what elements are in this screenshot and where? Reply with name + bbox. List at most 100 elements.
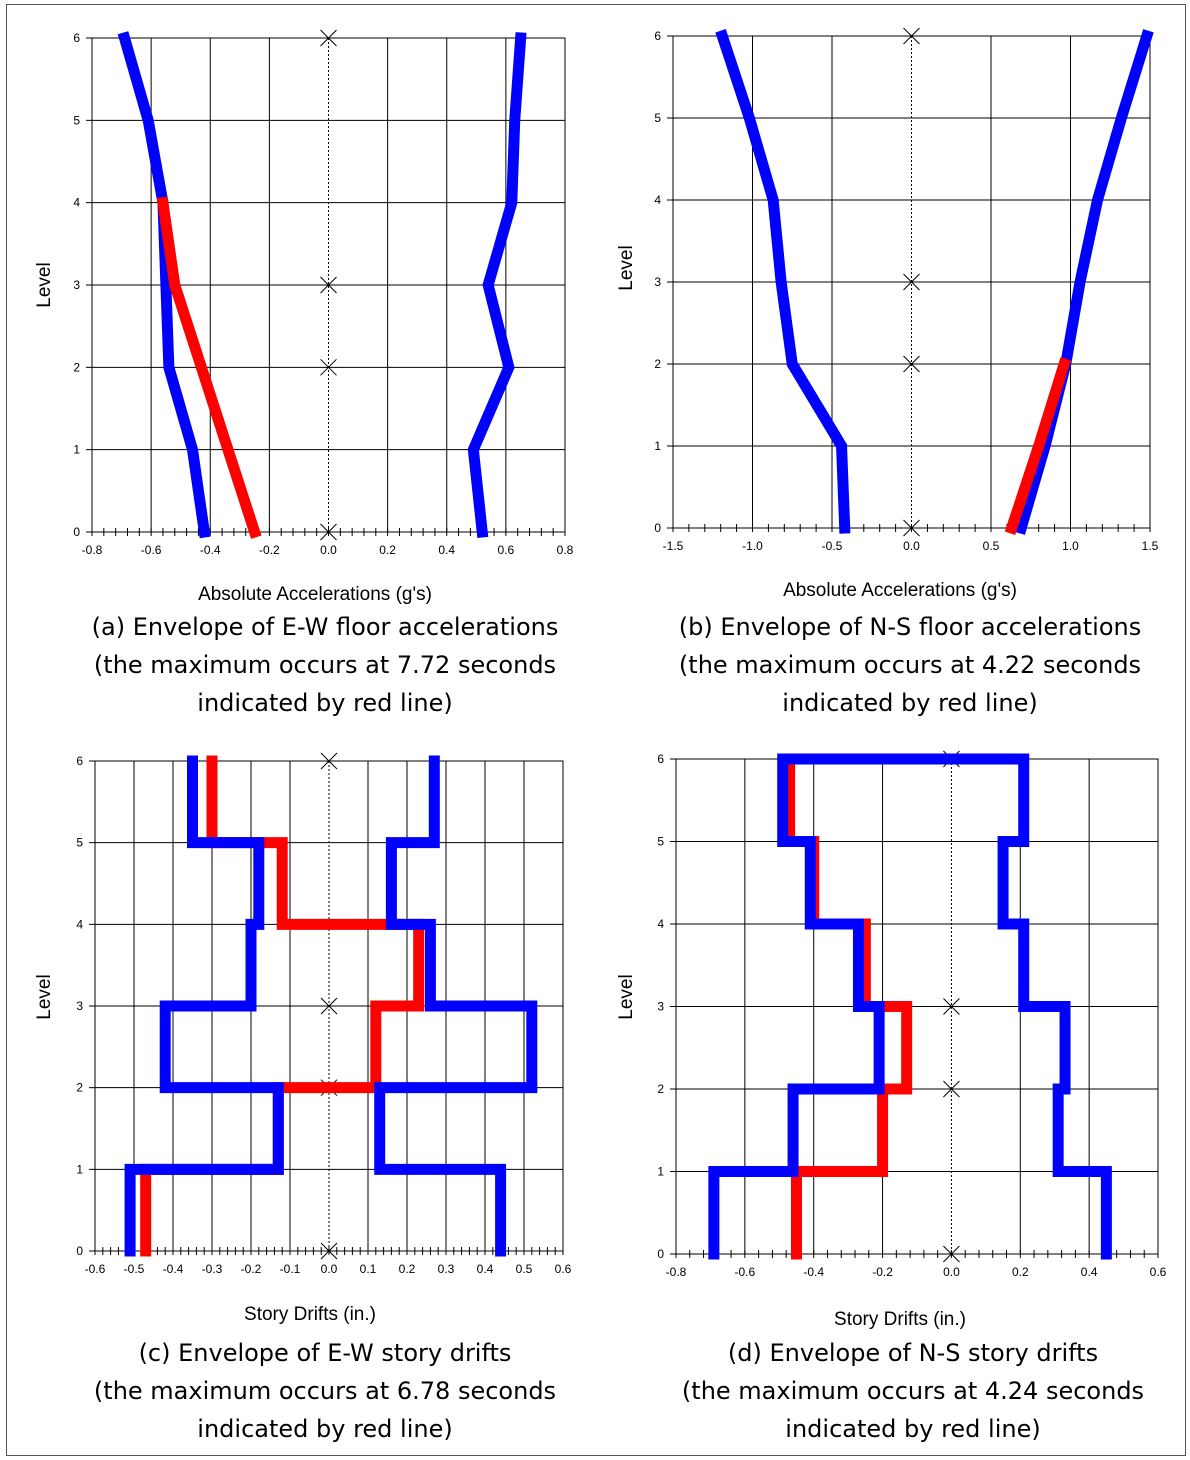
chart-a-xtick-label: -0.2 xyxy=(259,543,280,557)
chart-a-xtick-label: 0.8 xyxy=(557,543,574,557)
chart-a-xtick-label: -0.8 xyxy=(82,543,103,557)
caption-d: (d) Envelope of N-S story drifts (the ma… xyxy=(633,1334,1190,1448)
chart-c-xtick-label: -0.4 xyxy=(163,1262,184,1276)
chart-d-xtick-label: 0.6 xyxy=(1150,1265,1167,1279)
chart-d-ytick-label: 4 xyxy=(657,917,664,931)
chart-d-marker xyxy=(943,1080,960,1098)
chart-a-max-line xyxy=(156,196,262,539)
chart-a-envelope-line xyxy=(467,32,527,539)
chart-d-xtick-label: -0.8 xyxy=(666,1265,687,1279)
chart-a-envelope-line xyxy=(117,31,211,539)
caption-b-line-2: (the maximum occurs at 4.22 seconds xyxy=(678,651,1142,679)
chart-a-ytick-label: 1 xyxy=(73,443,80,457)
chart-c-xlabel: Story Drifts (in.) xyxy=(244,1304,376,1325)
chart-c-ytick-label: 3 xyxy=(76,999,83,1013)
chart-c-ytick-label: 0 xyxy=(76,1244,83,1258)
chart-c-xtick-label: -0.3 xyxy=(202,1262,223,1276)
chart-a-ytick-label: 4 xyxy=(73,196,80,210)
chart-d-ytick-label: 1 xyxy=(657,1165,664,1179)
caption-a-line-3: indicated by red line) xyxy=(197,689,453,717)
chart-d-ytick-label: 3 xyxy=(657,1000,664,1014)
chart-d-xtick-label: 0.0 xyxy=(943,1265,960,1279)
chart-b: -1.5 -1.0 -0.5 0.0 0.5 1.0 1.5 0 1 2 3 4 5 6 Absolute … xyxy=(616,27,1159,601)
chart-d-ytick-label: 5 xyxy=(657,835,664,849)
chart-c-ytick-label: 4 xyxy=(76,917,83,931)
caption-c-line-3: indicated by red line) xyxy=(197,1415,453,1443)
chart-b-ytick-label: 2 xyxy=(654,357,661,371)
chart-a: -0.8 -0.6 -0.4 -0.2 0.0 0.2 0.4 0.6 0.8 0 1 2 3 4 5 6 Ab… xyxy=(34,29,574,605)
caption-c-line-2: (the maximum occurs at 6.78 seconds xyxy=(93,1377,557,1405)
caption-c-line-1: (c) Envelope of E-W story drifts xyxy=(138,1339,512,1367)
chart-b-max-line xyxy=(1004,357,1072,535)
chart-d-ytick-label: 6 xyxy=(657,752,664,766)
chart-d-xtick-label: -0.6 xyxy=(735,1265,756,1279)
chart-a-xtick-label: -0.6 xyxy=(141,543,162,557)
chart-c-xtick-label: 0.3 xyxy=(438,1262,455,1276)
chart-c-ytick-label: 1 xyxy=(76,1162,83,1176)
chart-a-xtick-label: 0.4 xyxy=(438,543,455,557)
chart-d-envelope-line xyxy=(708,753,1112,1260)
chart-b-xtick-label: 1.5 xyxy=(1142,539,1159,553)
chart-d-ytick-label: 0 xyxy=(657,1247,664,1261)
chart-c-plot-border xyxy=(94,760,564,1252)
chart-b-xtick-label: -1.0 xyxy=(742,539,763,553)
chart-b-ytick-label: 0 xyxy=(654,521,661,535)
chart-b-ylabel: Level xyxy=(616,245,637,290)
caption-c: (c) Envelope of E-W story drifts (the ma… xyxy=(45,1334,605,1448)
chart-b-xtick-label: -0.5 xyxy=(822,539,843,553)
chart-a-marker xyxy=(320,358,337,376)
chart-c-xtick-label: -0.5 xyxy=(124,1262,145,1276)
chart-d-ylabel: Level xyxy=(616,974,637,1019)
chart-d-xtick-label: -0.4 xyxy=(803,1265,824,1279)
chart-c-envelope-line xyxy=(374,755,538,1257)
chart-a-ytick-label: 2 xyxy=(73,360,80,374)
chart-c-xtick-label: 0.6 xyxy=(555,1262,572,1276)
chart-b-xlabel: Absolute Accelerations (g's) xyxy=(783,580,1017,601)
chart-b-xtick-label: 0.0 xyxy=(903,539,920,553)
chart-d-xtick-label: 0.2 xyxy=(1012,1265,1029,1279)
caption-d-line-2: (the maximum occurs at 4.24 seconds xyxy=(681,1377,1145,1405)
chart-b-ytick-label: 6 xyxy=(654,29,661,43)
chart-c-xtick-label: 0.0 xyxy=(321,1262,338,1276)
chart-a-xtick-label: 0.2 xyxy=(379,543,396,557)
chart-c-xtick-label: -0.1 xyxy=(280,1262,301,1276)
chart-b-xtick-label: 0.5 xyxy=(983,539,1000,553)
chart-a-xtick-label: 0.0 xyxy=(320,543,337,557)
chart-c-ytick-label: 2 xyxy=(76,1081,83,1095)
chart-b-marker xyxy=(903,273,920,291)
chart-a-plot-border xyxy=(91,37,566,533)
chart-c-xtick-label: 0.2 xyxy=(399,1262,416,1276)
chart-a-xlabel: Absolute Accelerations (g's) xyxy=(198,584,432,605)
chart-b-marker xyxy=(903,355,920,373)
chart-c-ytick-label: 6 xyxy=(76,754,83,768)
caption-b: (b) Envelope of N-S floor accelerations … xyxy=(630,608,1190,722)
chart-b-ytick-label: 5 xyxy=(654,111,661,125)
chart-a-ytick-label: 3 xyxy=(73,278,80,292)
chart-a-ylabel: Level xyxy=(34,262,55,307)
caption-a-line-1: (a) Envelope of E-W floor accelerations xyxy=(91,613,559,641)
chart-c-ytick-label: 5 xyxy=(76,836,83,850)
chart-b-ytick-label: 1 xyxy=(654,439,661,453)
chart-a-xtick-label: -0.4 xyxy=(200,543,221,557)
chart-c-xtick-label: -0.6 xyxy=(85,1262,106,1276)
chart-b-envelope-line xyxy=(1014,29,1154,535)
caption-b-line-3: indicated by red line) xyxy=(782,689,1038,717)
chart-b-ytick-label: 4 xyxy=(654,193,661,207)
chart-a-marker xyxy=(320,276,337,294)
caption-d-line-1: (d) Envelope of N-S story drifts xyxy=(727,1339,1099,1367)
chart-d-marker xyxy=(943,998,960,1015)
chart-c-xtick-label: 0.5 xyxy=(516,1262,533,1276)
chart-d-xlabel: Story Drifts (in.) xyxy=(834,1309,966,1330)
chart-c-marker xyxy=(320,997,338,1015)
chart-a-ytick-label: 6 xyxy=(73,31,80,45)
chart-d-xtick-label: 0.4 xyxy=(1081,1265,1098,1279)
chart-b-plot-border xyxy=(672,35,1151,529)
chart-b-xtick-label: -1.5 xyxy=(663,539,684,553)
caption-b-line-1: (b) Envelope of N-S floor accelerations xyxy=(678,613,1142,641)
chart-a-xtick-label: 0.6 xyxy=(498,543,515,557)
caption-a-line-2: (the maximum occurs at 7.72 seconds xyxy=(93,651,557,679)
chart-a-ytick-label: 5 xyxy=(73,113,80,127)
chart-d-ytick-label: 2 xyxy=(657,1082,664,1096)
chart-c: -0.6 -0.5 -0.4 -0.3 -0.2 -0.1 0.0 0.1 0.2 0.3 0.4 0… xyxy=(34,752,572,1325)
